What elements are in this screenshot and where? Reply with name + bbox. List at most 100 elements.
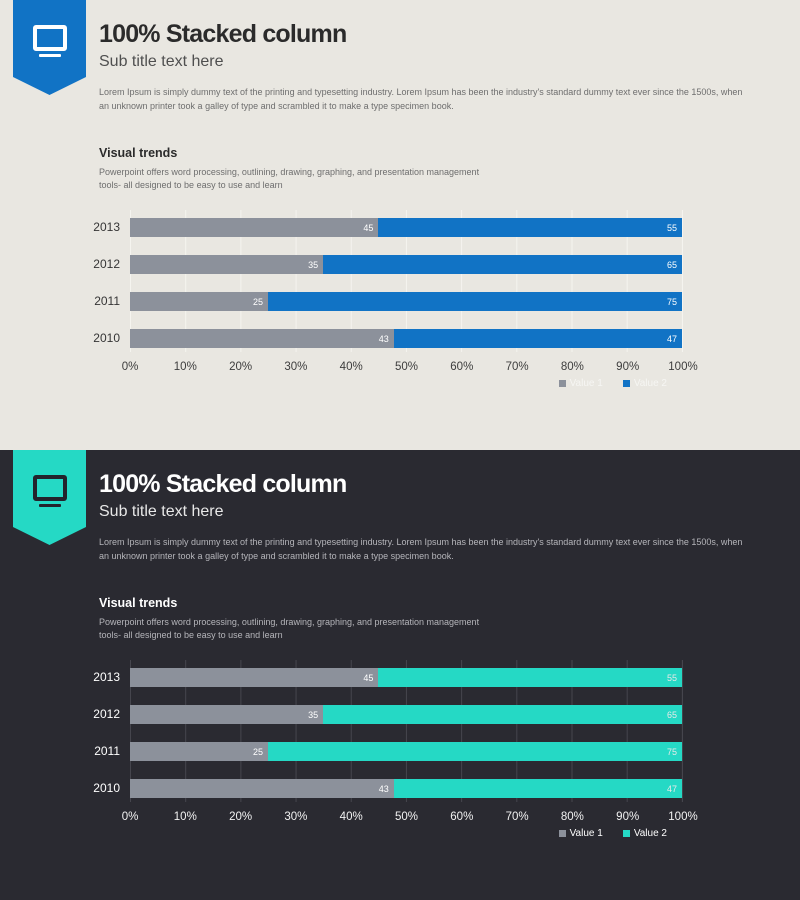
legend-swatch-value1-icon (558, 830, 566, 837)
chart-legend: Value 1 Value 2 (130, 378, 683, 389)
bar-segment-value1: 35 (130, 255, 324, 274)
bar-value-label: 55 (666, 222, 677, 233)
category-label: 2013 (93, 670, 120, 684)
bar-row-2010: 2010 43 47 (93, 329, 682, 348)
x-tick-label: 40% (339, 361, 363, 373)
x-tick-label: 50% (394, 361, 419, 373)
x-tick-label: 70% (505, 811, 529, 823)
x-tick-label: 50% (394, 811, 419, 823)
legend-swatch-value2-icon (622, 830, 630, 837)
bar-value-label: 47 (666, 783, 677, 794)
category-label: 2012 (93, 257, 120, 271)
bar-value-label: 45 (363, 222, 374, 233)
x-tick-label: 100% (668, 811, 698, 823)
intro-line-2: an unknown printer took a galley of type… (99, 101, 454, 111)
bar-value-label: 43 (378, 783, 389, 794)
x-tick-label: 40% (339, 811, 363, 823)
ribbon-bookmark (13, 450, 86, 545)
bar-value-label: 47 (666, 333, 677, 344)
legend-item-value1: Value 1 (558, 378, 603, 389)
x-tick-label: 70% (505, 361, 529, 373)
bar-value-label: 75 (666, 296, 677, 307)
chart-legend: Value 1 Value 2 (130, 828, 683, 839)
category-label: 2012 (93, 707, 120, 721)
bar-segment-value1: 35 (130, 705, 324, 724)
x-tick-label: 80% (560, 361, 584, 373)
description-line-2: tools- all designed to be easy to use an… (99, 180, 283, 190)
x-tick-label: 0% (121, 811, 139, 823)
section-block: Visual trends Powerpoint offers word pro… (99, 146, 479, 192)
x-tick-label: 30% (284, 361, 308, 373)
bar-value-label: 65 (666, 259, 677, 270)
stacked-bar-chart: 2013 45 55 2012 35 65 2011 25 75 2010 43 47 0% 10% 20… (93, 660, 698, 839)
intro-line-2: an unknown printer took a galley of type… (99, 551, 454, 561)
bar-row-2011: 2011 25 75 (94, 292, 682, 311)
slide-light-theme: 100% Stacked column Sub title text here … (0, 0, 800, 450)
x-tick-label: 60% (450, 361, 474, 373)
section-block: Visual trends Powerpoint offers word pro… (99, 596, 479, 642)
slide-title: 100% Stacked column (99, 20, 347, 48)
legend-item-value1: Value 1 (558, 828, 603, 839)
bar-segment-value2: 65 (323, 705, 682, 724)
x-tick-label: 30% (284, 811, 308, 823)
bar-segment-value1: 43 (130, 329, 394, 348)
bar-segment-value1: 25 (130, 742, 268, 761)
bar-value-label: 45 (363, 672, 374, 683)
intro-paragraph: Lorem Ipsum is simply dummy text of the … (99, 85, 742, 113)
bar-row-2013: 2013 45 55 (93, 218, 682, 237)
bar-segment-value2: 75 (268, 742, 682, 761)
legend-swatch-value1-icon (558, 380, 566, 387)
monitor-icon (32, 474, 67, 501)
bar-row-2011: 2011 25 75 (94, 742, 682, 761)
x-tick-label: 80% (560, 811, 584, 823)
bar-segment-value1: 45 (130, 668, 379, 687)
ribbon-bookmark (13, 0, 86, 95)
description-line-2: tools- all designed to be easy to use an… (99, 630, 283, 640)
bar-value-label: 35 (308, 259, 319, 270)
x-axis: 0% 10% 20% 30% 40% 50% 60% 70% 80% 90% 100% (122, 352, 698, 376)
x-tick-label: 10% (173, 361, 197, 373)
bar-row-2013: 2013 45 55 (93, 668, 682, 687)
section-description: Powerpoint offers word processing, outli… (99, 166, 479, 192)
x-tick-label: 90% (616, 811, 640, 823)
legend-label-value1: Value 1 (569, 378, 603, 389)
description-line-1: Powerpoint offers word processing, outli… (99, 617, 480, 627)
category-label: 2011 (94, 744, 120, 758)
section-heading: Visual trends (99, 596, 178, 610)
x-tick-label: 90% (616, 361, 640, 373)
legend-swatch-value2-icon (622, 380, 630, 387)
bar-segment-value2: 55 (378, 218, 682, 237)
legend-label-value2: Value 2 (633, 828, 667, 839)
intro-line-1: Lorem Ipsum is simply dummy text of the … (99, 87, 743, 97)
category-label: 2010 (93, 331, 120, 345)
bar-segment-value2: 55 (378, 668, 682, 687)
legend-label-value1: Value 1 (569, 828, 603, 839)
section-description: Powerpoint offers word processing, outli… (99, 616, 479, 642)
intro-line-1: Lorem Ipsum is simply dummy text of the … (99, 537, 743, 547)
legend-item-value2: Value 2 (622, 828, 667, 839)
chart-plot-area: 2013 45 55 2012 35 65 2011 25 75 2010 43 47 (93, 210, 683, 352)
chart-plot-area: 2013 45 55 2012 35 65 2011 25 75 2010 43 47 (93, 660, 683, 802)
category-label: 2011 (94, 294, 120, 308)
category-label: 2013 (93, 220, 120, 234)
x-tick-label: 100% (668, 361, 698, 373)
bar-segment-value1: 25 (130, 292, 268, 311)
bar-row-2012: 2012 35 65 (93, 255, 682, 274)
slide-subtitle: Sub title text here (99, 53, 224, 70)
bar-segment-value2: 65 (323, 255, 682, 274)
bar-segment-value2: 47 (393, 329, 682, 348)
x-axis: 0% 10% 20% 30% 40% 50% 60% 70% 80% 90% 100% (122, 802, 698, 826)
x-tick-label: 0% (121, 361, 139, 373)
bar-segment-value2: 47 (393, 779, 682, 798)
legend-item-value2: Value 2 (622, 378, 667, 389)
bar-value-label: 25 (252, 746, 263, 757)
legend-label-value2: Value 2 (633, 378, 667, 389)
monitor-icon (32, 24, 67, 51)
stacked-bar-chart: 2013 45 55 2012 35 65 2011 25 75 2010 43 47 0% 10% 20… (93, 210, 698, 389)
bar-segment-value2: 75 (268, 292, 682, 311)
bar-segment-value1: 45 (130, 218, 379, 237)
bar-value-label: 43 (378, 333, 389, 344)
category-label: 2010 (93, 781, 120, 795)
x-tick-label: 20% (229, 811, 253, 823)
